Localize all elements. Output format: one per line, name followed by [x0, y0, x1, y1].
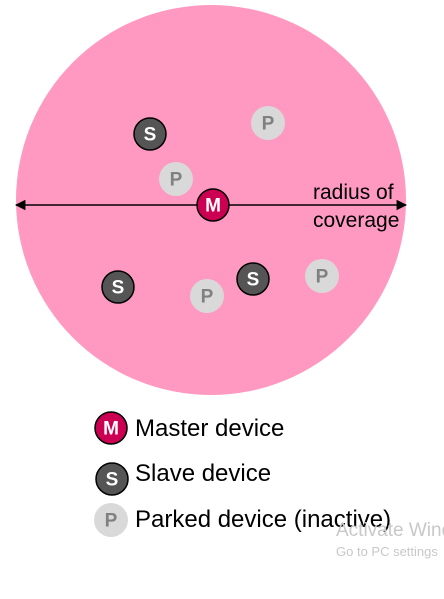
- svg-text:S: S: [247, 270, 260, 291]
- svg-text:M: M: [103, 419, 119, 440]
- legend-master-label: Master device: [135, 415, 284, 442]
- slave-device-node: S: [102, 271, 134, 303]
- parked-device-node: P: [251, 106, 285, 140]
- svg-text:P: P: [201, 287, 214, 308]
- svg-text:P: P: [262, 114, 275, 135]
- slave-device-node: S: [237, 263, 269, 295]
- radius-label-line2: coverage: [313, 209, 399, 232]
- legend-slave-label: Slave device: [135, 460, 271, 487]
- watermark-line1: Activate Windows: [336, 520, 444, 541]
- legend-item-master: M Master device: [95, 412, 284, 444]
- parked-device-node: P: [305, 259, 339, 293]
- legend: M Master device S Slave device P Parked …: [94, 412, 391, 537]
- legend-item-slave: S Slave device: [96, 460, 271, 495]
- svg-text:P: P: [170, 170, 183, 191]
- svg-text:S: S: [112, 278, 125, 299]
- slave-device-node: S: [134, 118, 166, 150]
- svg-text:S: S: [144, 125, 157, 146]
- svg-text:S: S: [106, 470, 119, 491]
- watermark-line2: Go to PC settings: [336, 544, 438, 559]
- svg-text:P: P: [105, 511, 118, 532]
- master-device-node: M: [197, 189, 229, 221]
- svg-text:M: M: [205, 196, 221, 217]
- parked-device-node: P: [159, 162, 193, 196]
- svg-text:P: P: [316, 267, 329, 288]
- parked-device-node: P: [190, 279, 224, 313]
- radius-label-line1: radius of: [313, 181, 394, 204]
